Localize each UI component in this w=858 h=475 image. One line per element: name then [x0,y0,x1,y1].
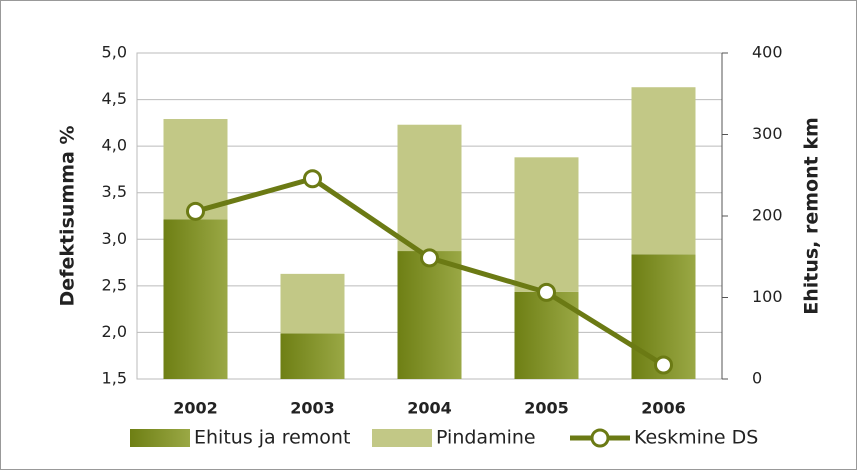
y2-tick-label: 200 [752,206,783,225]
bar [397,251,462,379]
y-axis-label: Defektisumma % [57,126,79,307]
y-tick-label: 1,5 [102,369,127,388]
marker [303,169,322,189]
y2-tick-label: 300 [752,124,783,143]
bar [397,124,462,252]
bar [280,273,345,334]
y-tick-label: 4,5 [102,89,127,108]
legend-marker [590,428,610,448]
bar [631,87,696,255]
bar [514,157,579,292]
y-tick-label: 2,5 [102,275,127,294]
marker [654,355,673,375]
y-tick-label: 3,0 [102,229,127,248]
bar [163,219,228,379]
y2-axis-label: Ehitus, remont km [801,117,823,315]
legend-label: Keskmine DS [634,427,758,449]
y-tick-label: 5,0 [102,43,127,62]
legend-swatch [130,429,190,447]
y2-tick-label: 100 [752,287,783,306]
marker [537,282,556,302]
legend-swatch [372,429,432,447]
y-tick-label: 4,0 [102,136,127,155]
x-tick-label: 2004 [407,399,452,418]
x-tick-label: 2002 [173,399,218,418]
y2-tick-label: 0 [752,369,762,388]
y-tick-label: 3,5 [102,182,127,201]
legend-label: Ehitus ja remont [194,427,350,449]
marker [186,201,205,221]
x-tick-label: 2006 [641,399,686,418]
marker [420,248,439,268]
y-tick-label: 2,0 [102,322,127,341]
legend-label: Pindamine [436,427,536,449]
bar [280,333,345,379]
x-tick-label: 2005 [524,399,569,418]
y2-tick-label: 400 [752,43,783,62]
x-tick-label: 2003 [290,399,335,418]
